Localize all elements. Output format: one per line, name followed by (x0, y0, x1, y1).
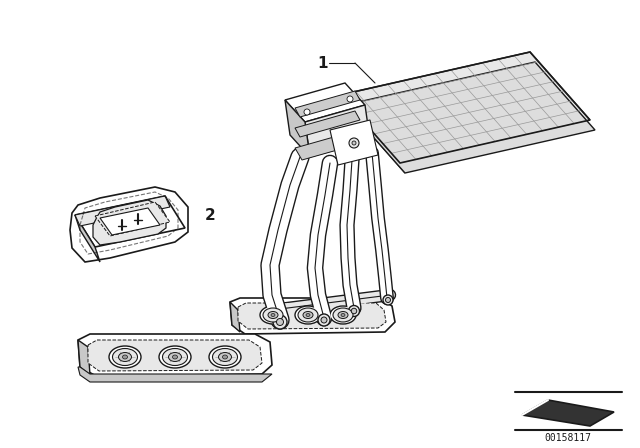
Polygon shape (345, 62, 595, 173)
Circle shape (276, 319, 284, 326)
Circle shape (273, 315, 287, 329)
Polygon shape (88, 340, 262, 371)
Polygon shape (75, 196, 185, 247)
Polygon shape (78, 367, 272, 382)
Polygon shape (305, 105, 370, 157)
Polygon shape (93, 200, 166, 245)
Text: 2: 2 (205, 207, 216, 223)
Polygon shape (285, 83, 365, 122)
Ellipse shape (122, 355, 127, 359)
Circle shape (385, 297, 390, 302)
Polygon shape (330, 120, 378, 165)
Ellipse shape (263, 308, 283, 322)
Polygon shape (295, 91, 360, 117)
Polygon shape (238, 303, 386, 329)
Ellipse shape (113, 349, 138, 366)
Circle shape (352, 141, 356, 145)
Polygon shape (340, 95, 405, 173)
Ellipse shape (109, 346, 141, 368)
Polygon shape (78, 340, 90, 375)
Circle shape (318, 314, 330, 326)
Ellipse shape (330, 306, 356, 324)
Ellipse shape (118, 353, 131, 362)
Ellipse shape (209, 346, 241, 368)
Ellipse shape (168, 353, 182, 362)
Polygon shape (78, 334, 272, 376)
Ellipse shape (341, 314, 345, 316)
Ellipse shape (268, 311, 278, 319)
Ellipse shape (295, 306, 321, 324)
Ellipse shape (303, 311, 313, 319)
Ellipse shape (163, 349, 188, 366)
Ellipse shape (333, 308, 353, 322)
Polygon shape (95, 202, 170, 236)
Circle shape (349, 306, 360, 316)
Circle shape (321, 317, 327, 323)
Ellipse shape (218, 353, 232, 362)
Ellipse shape (159, 346, 191, 368)
Ellipse shape (298, 308, 318, 322)
Polygon shape (75, 215, 100, 262)
Ellipse shape (306, 314, 310, 316)
Polygon shape (100, 208, 160, 235)
Ellipse shape (260, 306, 286, 324)
Circle shape (351, 308, 356, 314)
Polygon shape (295, 131, 362, 160)
Polygon shape (70, 187, 188, 262)
Text: 00158117: 00158117 (545, 433, 591, 443)
Ellipse shape (271, 314, 275, 316)
Ellipse shape (212, 349, 237, 366)
Circle shape (349, 138, 359, 148)
Polygon shape (230, 302, 240, 332)
Ellipse shape (223, 355, 227, 359)
Circle shape (383, 295, 393, 305)
Text: 1: 1 (317, 56, 328, 70)
Polygon shape (75, 196, 170, 226)
Circle shape (304, 109, 310, 115)
Polygon shape (295, 111, 360, 137)
Polygon shape (230, 298, 395, 334)
Circle shape (347, 96, 353, 102)
Polygon shape (340, 52, 590, 163)
Ellipse shape (338, 311, 348, 319)
Polygon shape (285, 100, 310, 157)
Ellipse shape (173, 355, 177, 359)
Polygon shape (522, 400, 614, 426)
